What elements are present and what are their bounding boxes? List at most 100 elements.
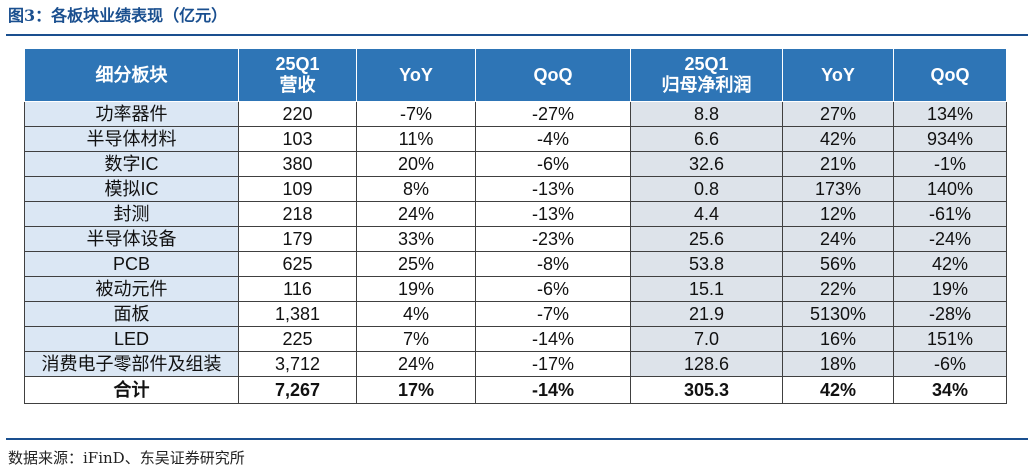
revenue-qoq-cell: -27% xyxy=(475,101,631,127)
net-profit-cell: 53.8 xyxy=(630,251,783,277)
revenue-yoy-cell: 11% xyxy=(356,126,476,152)
profit-yoy-cell: 5130% xyxy=(782,301,894,327)
revenue-yoy-cell: 20% xyxy=(356,151,476,177)
revenue-qoq-cell: -7% xyxy=(475,301,631,327)
profit-qoq-cell: 151% xyxy=(893,326,1007,352)
profit-qoq-cell: 934% xyxy=(893,126,1007,152)
revenue-yoy-cell: 24% xyxy=(356,351,476,377)
revenue-qoq-cell: -4% xyxy=(475,126,631,152)
table-row: 被动元件 116 19% -6% 15.1 22% 19% xyxy=(24,276,1007,302)
table-row: 面板 1,381 4% -7% 21.9 5130% -28% xyxy=(24,301,1007,327)
header-revenue-qoq: QoQ xyxy=(475,48,631,102)
profit-yoy-cell: 18% xyxy=(782,351,894,377)
profit-qoq-cell: 42% xyxy=(893,251,1007,277)
profit-qoq-cell: -61% xyxy=(893,201,1007,227)
revenue-cell: 218 xyxy=(238,201,357,227)
revenue-qoq-cell: -8% xyxy=(475,251,631,277)
segment-name-cell: 模拟IC xyxy=(24,176,239,202)
revenue-cell: 625 xyxy=(238,251,357,277)
table-total-row: 合计 7,267 17% -14% 305.3 42% 34% xyxy=(24,376,1007,404)
revenue-yoy-cell: 19% xyxy=(356,276,476,302)
profit-qoq-cell: 19% xyxy=(893,276,1007,302)
table-row: 功率器件 220 -7% -27% 8.8 27% 134% xyxy=(24,101,1007,127)
profit-yoy-cell: 21% xyxy=(782,151,894,177)
revenue-qoq-cell: -14% xyxy=(475,326,631,352)
revenue-cell: 225 xyxy=(238,326,357,352)
net-profit-cell: 4.4 xyxy=(630,201,783,227)
total-segment-name-cell: 合计 xyxy=(24,376,239,404)
revenue-cell: 3,712 xyxy=(238,351,357,377)
header-net-profit: 25Q1 归母净利润 xyxy=(630,48,783,102)
segment-name-cell: 半导体材料 xyxy=(24,126,239,152)
profit-qoq-cell: 134% xyxy=(893,101,1007,127)
segment-name-cell: 半导体设备 xyxy=(24,226,239,252)
segment-name-cell: 数字IC xyxy=(24,151,239,177)
total-profit-qoq-cell: 34% xyxy=(893,376,1007,404)
table-row: 封测 218 24% -13% 4.4 12% -61% xyxy=(24,201,1007,227)
table-row: 数字IC 380 20% -6% 32.6 21% -1% xyxy=(24,151,1007,177)
revenue-yoy-cell: 33% xyxy=(356,226,476,252)
profit-yoy-cell: 24% xyxy=(782,226,894,252)
profit-yoy-cell: 16% xyxy=(782,326,894,352)
table-header-row: 细分板块 25Q1 营收 YoY QoQ 25Q1 归母净利润 YoY QoQ xyxy=(24,48,1007,102)
revenue-qoq-cell: -17% xyxy=(475,351,631,377)
revenue-yoy-cell: 24% xyxy=(356,201,476,227)
segment-name-cell: 功率器件 xyxy=(24,101,239,127)
total-revenue-yoy-cell: 17% xyxy=(356,376,476,404)
revenue-yoy-cell: 4% xyxy=(356,301,476,327)
profit-qoq-cell: -1% xyxy=(893,151,1007,177)
revenue-cell: 179 xyxy=(238,226,357,252)
net-profit-cell: 15.1 xyxy=(630,276,783,302)
profit-yoy-cell: 27% xyxy=(782,101,894,127)
bottom-rule xyxy=(6,438,1028,440)
segment-name-cell: 消费电子零部件及组装 xyxy=(24,351,239,377)
table-row: LED 225 7% -14% 7.0 16% 151% xyxy=(24,326,1007,352)
profit-qoq-cell: -24% xyxy=(893,226,1007,252)
header-revenue: 25Q1 营收 xyxy=(238,48,357,102)
net-profit-cell: 8.8 xyxy=(630,101,783,127)
header-profit-yoy: YoY xyxy=(782,48,894,102)
net-profit-cell: 21.9 xyxy=(630,301,783,327)
figure-title: 图3：各板块业绩表现（亿元） xyxy=(8,6,228,25)
profit-qoq-cell: 140% xyxy=(893,176,1007,202)
revenue-qoq-cell: -13% xyxy=(475,176,631,202)
revenue-qoq-cell: -23% xyxy=(475,226,631,252)
segment-name-cell: 封测 xyxy=(24,201,239,227)
profit-yoy-cell: 173% xyxy=(782,176,894,202)
revenue-yoy-cell: 25% xyxy=(356,251,476,277)
revenue-qoq-cell: -13% xyxy=(475,201,631,227)
revenue-cell: 1,381 xyxy=(238,301,357,327)
net-profit-cell: 32.6 xyxy=(630,151,783,177)
segment-name-cell: LED xyxy=(24,326,239,352)
table-row: 模拟IC 109 8% -13% 0.8 173% 140% xyxy=(24,176,1007,202)
header-revenue-yoy: YoY xyxy=(356,48,476,102)
net-profit-cell: 7.0 xyxy=(630,326,783,352)
revenue-cell: 109 xyxy=(238,176,357,202)
revenue-qoq-cell: -6% xyxy=(475,276,631,302)
profit-yoy-cell: 12% xyxy=(782,201,894,227)
table-row: 半导体设备 179 33% -23% 25.6 24% -24% xyxy=(24,226,1007,252)
profit-yoy-cell: 56% xyxy=(782,251,894,277)
net-profit-cell: 0.8 xyxy=(630,176,783,202)
revenue-yoy-cell: 7% xyxy=(356,326,476,352)
revenue-cell: 380 xyxy=(238,151,357,177)
revenue-cell: 103 xyxy=(238,126,357,152)
revenue-cell: 220 xyxy=(238,101,357,127)
revenue-yoy-cell: -7% xyxy=(356,101,476,127)
total-revenue-cell: 7,267 xyxy=(238,376,357,404)
net-profit-cell: 128.6 xyxy=(630,351,783,377)
net-profit-cell: 25.6 xyxy=(630,226,783,252)
total-revenue-qoq-cell: -14% xyxy=(475,376,631,404)
table-row: PCB 625 25% -8% 53.8 56% 42% xyxy=(24,251,1007,277)
segment-name-cell: 被动元件 xyxy=(24,276,239,302)
revenue-cell: 116 xyxy=(238,276,357,302)
segment-name-cell: PCB xyxy=(24,251,239,277)
profit-yoy-cell: 42% xyxy=(782,126,894,152)
revenue-qoq-cell: -6% xyxy=(475,151,631,177)
top-rule xyxy=(6,34,1028,36)
net-profit-cell: 6.6 xyxy=(630,126,783,152)
header-profit-qoq: QoQ xyxy=(893,48,1007,102)
table-row: 消费电子零部件及组装 3,712 24% -17% 128.6 18% -6% xyxy=(24,351,1007,377)
header-segment: 细分板块 xyxy=(24,48,239,102)
profit-yoy-cell: 22% xyxy=(782,276,894,302)
